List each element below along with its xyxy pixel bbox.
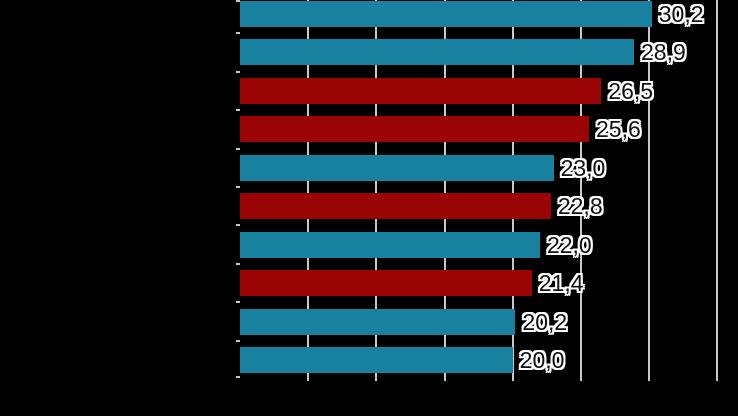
bar-value-label: 22,8 (557, 193, 603, 220)
gridline-x-20 (511, 0, 514, 376)
bar-value-label: 20,2 (522, 308, 568, 335)
bar-row-7 (240, 231, 540, 258)
y-axis-tick (236, 186, 240, 189)
bar-value-label: 22,0 (546, 231, 592, 258)
y-axis-tick (236, 224, 240, 227)
bar-row-9 (240, 308, 516, 335)
y-axis-tick (236, 376, 240, 378)
y-axis-tick (236, 32, 240, 35)
bar-value-label: 25,6 (596, 116, 641, 143)
bar-value-label: 23,0 (560, 154, 606, 181)
bar-row-4 (240, 116, 590, 143)
bar-row-6 (240, 193, 551, 220)
y-axis-tick (236, 70, 240, 73)
bar-row-2 (240, 39, 635, 66)
bar-row-10 (240, 347, 513, 374)
gridline-x-5 (307, 0, 310, 376)
bar-value-label: 28,9 (641, 39, 686, 66)
bar-row-3 (240, 77, 602, 104)
bar-row-5 (240, 154, 554, 181)
gridline-x-25 (579, 0, 582, 376)
y-axis-tick (236, 147, 240, 150)
x-axis-tick (307, 376, 310, 381)
x-axis-tick (375, 376, 378, 381)
bar-row-1 (240, 1, 652, 27)
y-axis-tick (236, 339, 240, 342)
x-axis-tick (443, 376, 446, 381)
gridline-x-35 (716, 0, 719, 376)
gridline-x-30 (648, 0, 651, 376)
bar-value-label: 30,2 (658, 1, 704, 27)
y-axis-tick (236, 301, 240, 304)
x-axis-tick (511, 376, 514, 381)
plot-area: 30,2 28,9 26,5 25,6 23,0 22,8 22,0 21,4 20,2 20,0 (236, 0, 738, 381)
bar-value-label: 21,4 (538, 270, 584, 297)
bar-value-label: 26,5 (608, 77, 654, 104)
y-axis-tick (236, 262, 240, 265)
x-axis-tick (716, 376, 719, 381)
y-axis-tick (236, 0, 240, 2)
gridline-x-15 (443, 0, 446, 376)
gridline-x-10 (375, 0, 378, 376)
y-axis-tick (236, 109, 240, 112)
x-axis-tick (648, 376, 651, 381)
bar-value-label: 20,0 (519, 347, 565, 374)
x-axis-tick (579, 376, 582, 381)
bar-row-8 (240, 270, 532, 297)
